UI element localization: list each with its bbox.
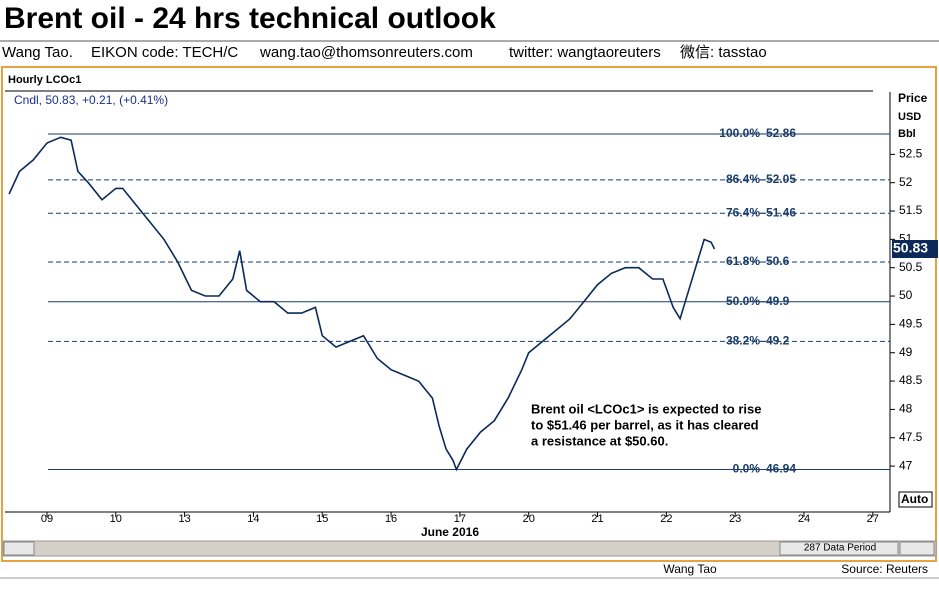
x-tick-label: 17	[454, 513, 466, 525]
level-label: 76.4%	[726, 205, 760, 219]
y-tick-label: 50	[899, 288, 913, 302]
x-tick-label: 14	[247, 513, 259, 525]
level-label: 86.4%	[726, 172, 760, 186]
y-tick-label: 49	[899, 345, 913, 359]
axis-label: Bbl	[898, 128, 916, 140]
auto-button[interactable]	[898, 491, 933, 508]
y-tick-label: 49.5	[899, 317, 923, 331]
current-price-label: 50.83	[893, 240, 928, 256]
x-tick-label: 13	[178, 513, 190, 525]
byline: wang.tao@thomsonreuters.com	[259, 44, 473, 61]
x-tick-label: 09	[41, 513, 53, 525]
byline: EIKON code: TECH/C	[91, 44, 238, 61]
y-tick-label: 48	[899, 402, 913, 416]
footer-author: Wang Tao	[663, 562, 717, 576]
level-label: 61.8%	[726, 254, 760, 268]
level-value: 49.9	[766, 294, 790, 308]
x-tick-label: 23	[729, 513, 741, 525]
period-box[interactable]	[779, 541, 899, 556]
y-tick-label: 47.5	[899, 430, 923, 444]
byline: twitter: wangtaoreuters	[509, 44, 661, 61]
annotation: a resistance at $50.60.	[531, 433, 668, 448]
byline: 微信: tasstao	[680, 44, 767, 61]
level-value: 52.86	[766, 126, 796, 140]
auto-label: Auto	[901, 492, 928, 506]
scroll-right[interactable]	[899, 541, 935, 556]
level-value: 46.94	[766, 462, 796, 476]
x-tick-label: 15	[316, 513, 328, 525]
x-tick-label: 20	[523, 513, 535, 525]
byline: Wang Tao.	[2, 44, 73, 61]
y-tick-label: 51.5	[899, 203, 923, 217]
scrollbar[interactable]	[2, 540, 937, 557]
x-tick-label: 22	[660, 513, 672, 525]
axis-label: Price	[898, 91, 928, 105]
y-tick-label: 50.5	[899, 260, 923, 274]
y-tick-label: 52.5	[899, 147, 923, 161]
x-axis-label: June 2016	[421, 525, 479, 539]
frame	[1, 66, 937, 562]
footer-source: Source: Reuters	[841, 562, 928, 576]
level-label: 100.0%	[719, 126, 760, 140]
title: Brent oil - 24 hrs technical outlook	[4, 2, 496, 35]
x-tick-label: 10	[110, 513, 122, 525]
level-value: 52.05	[766, 172, 796, 186]
period-label: 287 Data Period	[804, 543, 876, 554]
legend: Cndl, 50.83, +0.21, (+0.41%)	[14, 93, 168, 107]
level-label: 38.2%	[726, 334, 760, 348]
price-line	[8, 136, 716, 472]
level-label: 50.0%	[726, 294, 760, 308]
y-tick-label: 52	[899, 175, 913, 189]
axis-label: USD	[898, 111, 921, 123]
annotation: Brent oil <LCOc1> is expected to rise	[531, 401, 761, 416]
x-tick-label: 16	[385, 513, 397, 525]
y-tick-label: 48.5	[899, 373, 923, 387]
x-tick-label: 21	[591, 513, 603, 525]
panel-title: Hourly LCOc1	[8, 74, 81, 86]
level-value: 49.2	[766, 334, 790, 348]
level-label: 0.0%	[733, 462, 761, 476]
y-tick-label: 47	[899, 458, 913, 472]
x-tick-label: 24	[798, 513, 810, 525]
level-value: 50.6	[766, 254, 790, 268]
scroll-left[interactable]	[3, 541, 35, 556]
current-price-box	[892, 240, 938, 259]
x-tick-label: 27	[867, 513, 879, 525]
annotation: to $51.46 per barrel, as it has cleared	[531, 417, 759, 432]
level-value: 51.46	[766, 205, 796, 219]
